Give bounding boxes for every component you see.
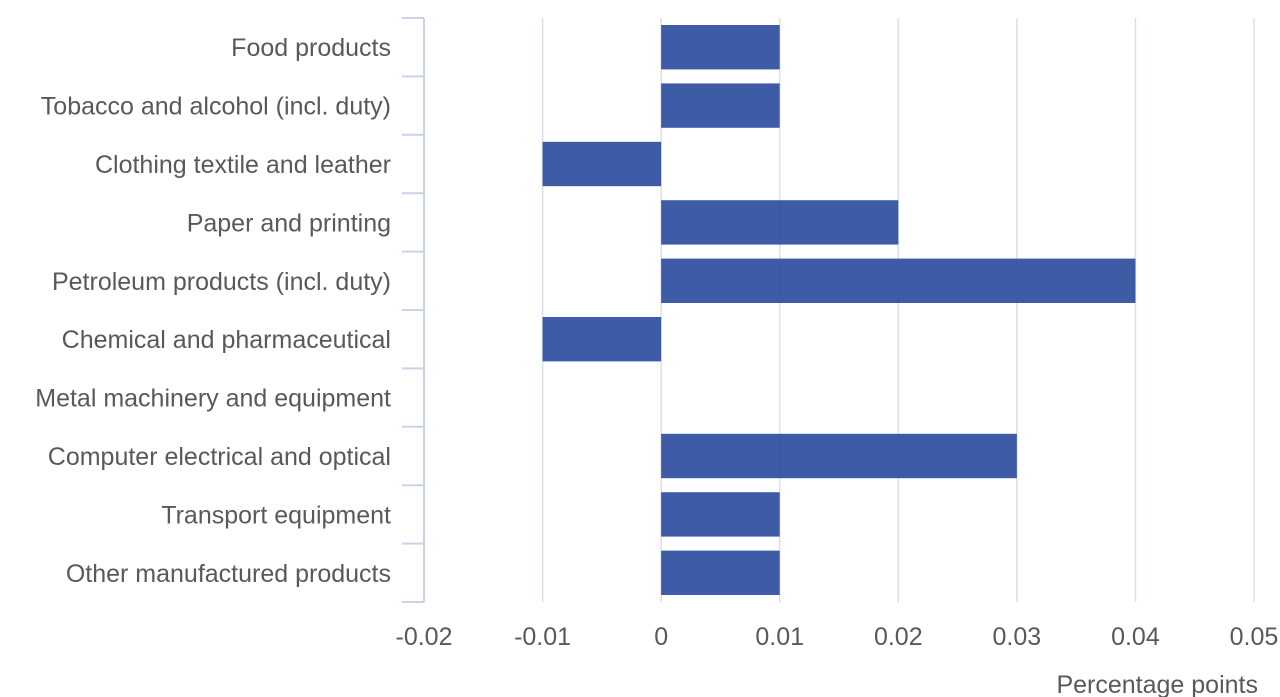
x-tick-label: 0.02 — [874, 623, 923, 651]
y-axis — [402, 17, 425, 603]
bar — [661, 83, 780, 128]
bars — [542, 25, 1136, 595]
bar — [661, 258, 1136, 303]
bar — [661, 25, 780, 70]
x-tick-label: 0.03 — [993, 623, 1042, 651]
category-label: Clothing textile and leather — [95, 151, 391, 179]
x-tick-label: -0.02 — [396, 623, 453, 651]
bar — [661, 550, 780, 595]
bar — [542, 141, 662, 187]
category-label: Food products — [231, 34, 391, 62]
category-label: Transport equipment — [161, 501, 391, 529]
bar — [542, 317, 662, 362]
gridlines — [541, 18, 1255, 602]
category-label: Paper and printing — [187, 209, 391, 237]
category-label: Tobacco and alcohol (incl. duty) — [41, 93, 391, 121]
x-tick-label: -0.01 — [514, 623, 571, 651]
bar — [661, 492, 780, 537]
x-tick-label: 0.04 — [1111, 623, 1160, 651]
x-axis-title: Percentage points — [1056, 671, 1258, 697]
bar — [661, 200, 899, 245]
x-tick-label: 0 — [654, 623, 668, 651]
category-label: Computer electrical and optical — [48, 443, 391, 471]
x-tick-label: 0.01 — [755, 623, 804, 651]
category-labels: Food products Tobacco and alcohol (incl. … — [35, 34, 391, 588]
category-label: Metal machinery and equipment — [35, 385, 391, 413]
x-tick-labels: -0.02 -0.01 0 0.01 0.02 0.03 0.04 0.05 — [396, 623, 1279, 651]
category-label: Chemical and pharmaceutical — [62, 326, 391, 354]
category-label: Petroleum products (incl. duty) — [52, 268, 391, 296]
bar — [661, 433, 1017, 479]
category-label: Other manufactured products — [66, 560, 391, 588]
x-tick-label: 0.05 — [1230, 623, 1279, 651]
